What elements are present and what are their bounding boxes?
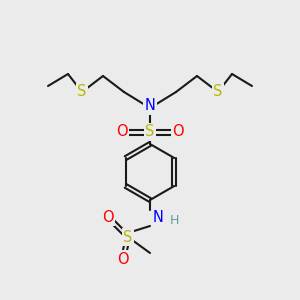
- Text: O: O: [102, 209, 114, 224]
- Text: S: S: [213, 85, 223, 100]
- Text: O: O: [172, 124, 184, 140]
- Text: S: S: [145, 124, 155, 140]
- Text: N: N: [153, 211, 164, 226]
- Text: N: N: [145, 98, 155, 113]
- Text: O: O: [116, 124, 128, 140]
- Text: H: H: [169, 214, 179, 227]
- Text: O: O: [117, 251, 129, 266]
- Text: S: S: [77, 85, 87, 100]
- Text: S: S: [123, 230, 133, 244]
